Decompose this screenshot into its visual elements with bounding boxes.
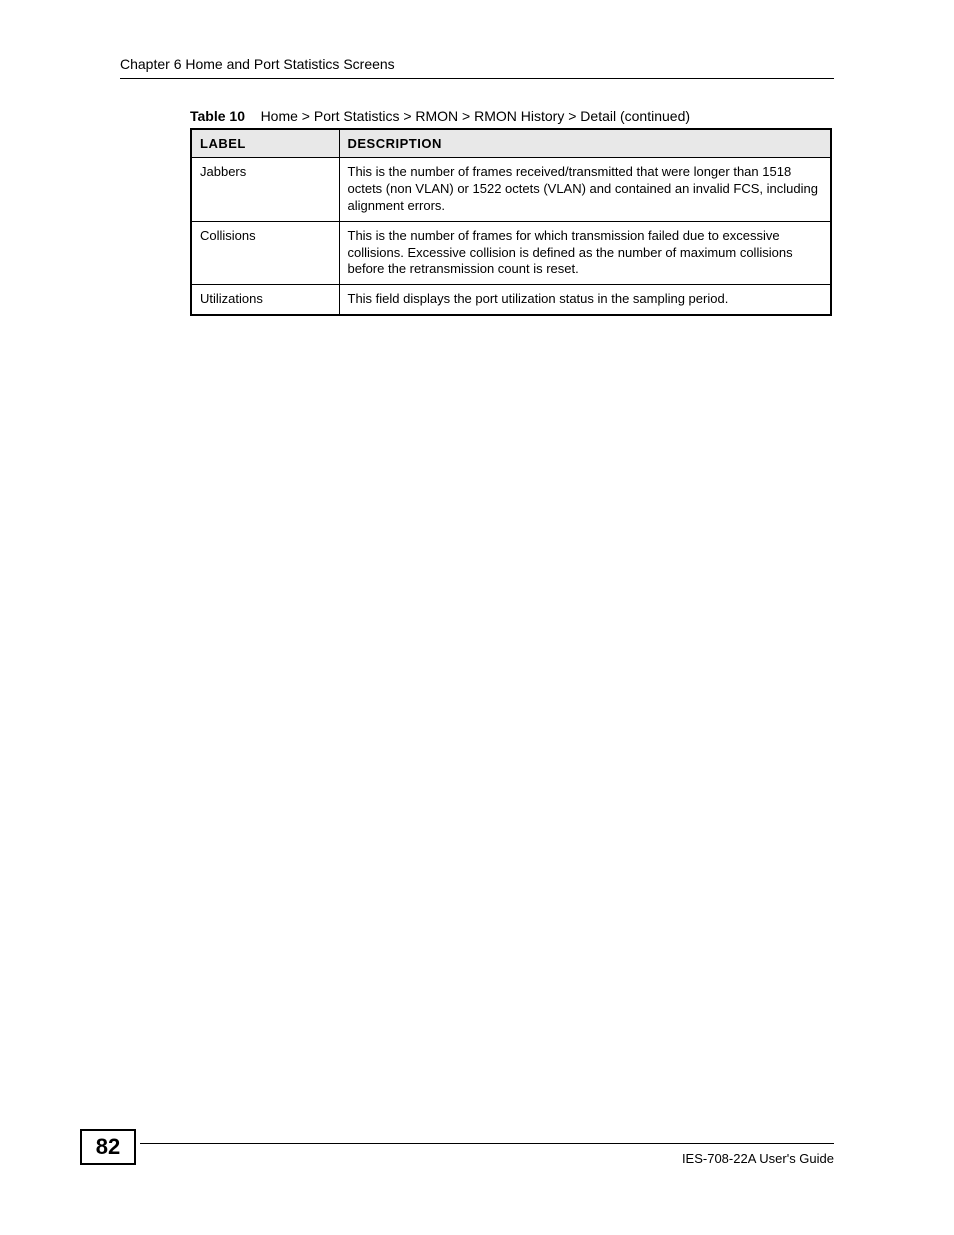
row-label: Jabbers <box>191 158 339 222</box>
row-label: Collisions <box>191 221 339 285</box>
page-number: 82 <box>96 1134 120 1160</box>
row-description: This is the number of frames for which t… <box>339 221 831 285</box>
row-description: This field displays the port utilization… <box>339 285 831 315</box>
footer-rule <box>140 1143 834 1144</box>
column-header-description: DESCRIPTION <box>339 129 831 158</box>
row-description: This is the number of frames received/tr… <box>339 158 831 222</box>
page-number-box: 82 <box>80 1129 136 1165</box>
chapter-title: Chapter 6 Home and Port Statistics Scree… <box>120 56 834 79</box>
table-row: Utilizations This field displays the por… <box>191 285 831 315</box>
table-number-label: Table 10 <box>190 108 245 124</box>
row-label: Utilizations <box>191 285 339 315</box>
table-row: Jabbers This is the number of frames rec… <box>191 158 831 222</box>
page-header: Chapter 6 Home and Port Statistics Scree… <box>120 56 834 79</box>
guide-name: IES-708-22A User's Guide <box>682 1151 834 1166</box>
column-header-label: LABEL <box>191 129 339 158</box>
table-row: Collisions This is the number of frames … <box>191 221 831 285</box>
table-header-row: LABEL DESCRIPTION <box>191 129 831 158</box>
breadcrumb-text <box>249 108 261 124</box>
page-footer: 82 IES-708-22A User's Guide <box>80 1129 834 1179</box>
breadcrumb: Home > Port Statistics > RMON > RMON His… <box>261 108 690 124</box>
table-caption: Table 10 Home > Port Statistics > RMON >… <box>190 108 690 124</box>
rmon-detail-table: LABEL DESCRIPTION Jabbers This is the nu… <box>190 128 832 316</box>
